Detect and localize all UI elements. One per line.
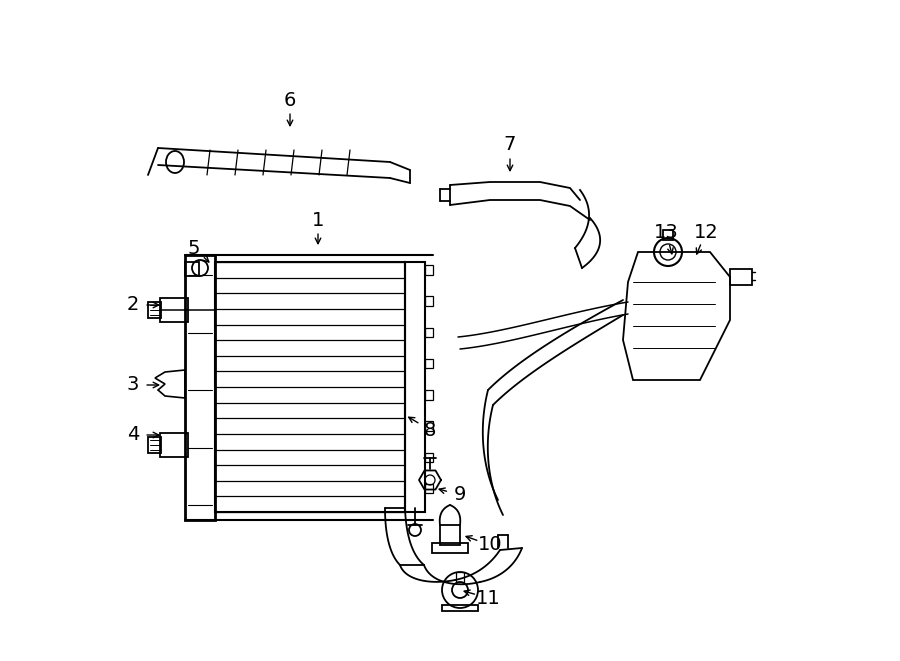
Bar	[160, 433, 188, 457]
Text: 5: 5	[188, 239, 200, 258]
Bar	[185, 255, 215, 520]
Bar	[185, 262, 199, 276]
Bar	[215, 262, 405, 512]
Text: 11: 11	[475, 588, 500, 607]
Bar	[425, 296, 433, 306]
Bar	[425, 327, 433, 337]
Bar	[425, 390, 433, 400]
Text: 2: 2	[127, 295, 140, 315]
Bar	[160, 298, 188, 322]
Bar	[456, 572, 464, 582]
Bar	[148, 437, 161, 453]
Text: 10: 10	[478, 535, 502, 555]
Bar	[425, 453, 433, 462]
Text: 13: 13	[653, 223, 679, 241]
Text: 1: 1	[311, 210, 324, 229]
Bar	[425, 484, 433, 493]
Text: 7: 7	[504, 136, 517, 155]
Text: 8: 8	[424, 420, 436, 440]
Bar	[425, 359, 433, 368]
Bar	[730, 269, 752, 285]
Bar	[405, 262, 425, 512]
Bar	[440, 525, 460, 545]
Bar	[425, 421, 433, 431]
Text: 9: 9	[454, 485, 466, 504]
Bar	[663, 230, 673, 240]
Bar	[425, 265, 433, 274]
Text: 4: 4	[127, 426, 140, 444]
Bar	[432, 543, 468, 553]
Bar	[442, 605, 478, 611]
Text: 3: 3	[127, 375, 140, 395]
Bar	[148, 302, 161, 318]
Text: 6: 6	[284, 91, 296, 110]
Text: 12: 12	[694, 223, 718, 241]
